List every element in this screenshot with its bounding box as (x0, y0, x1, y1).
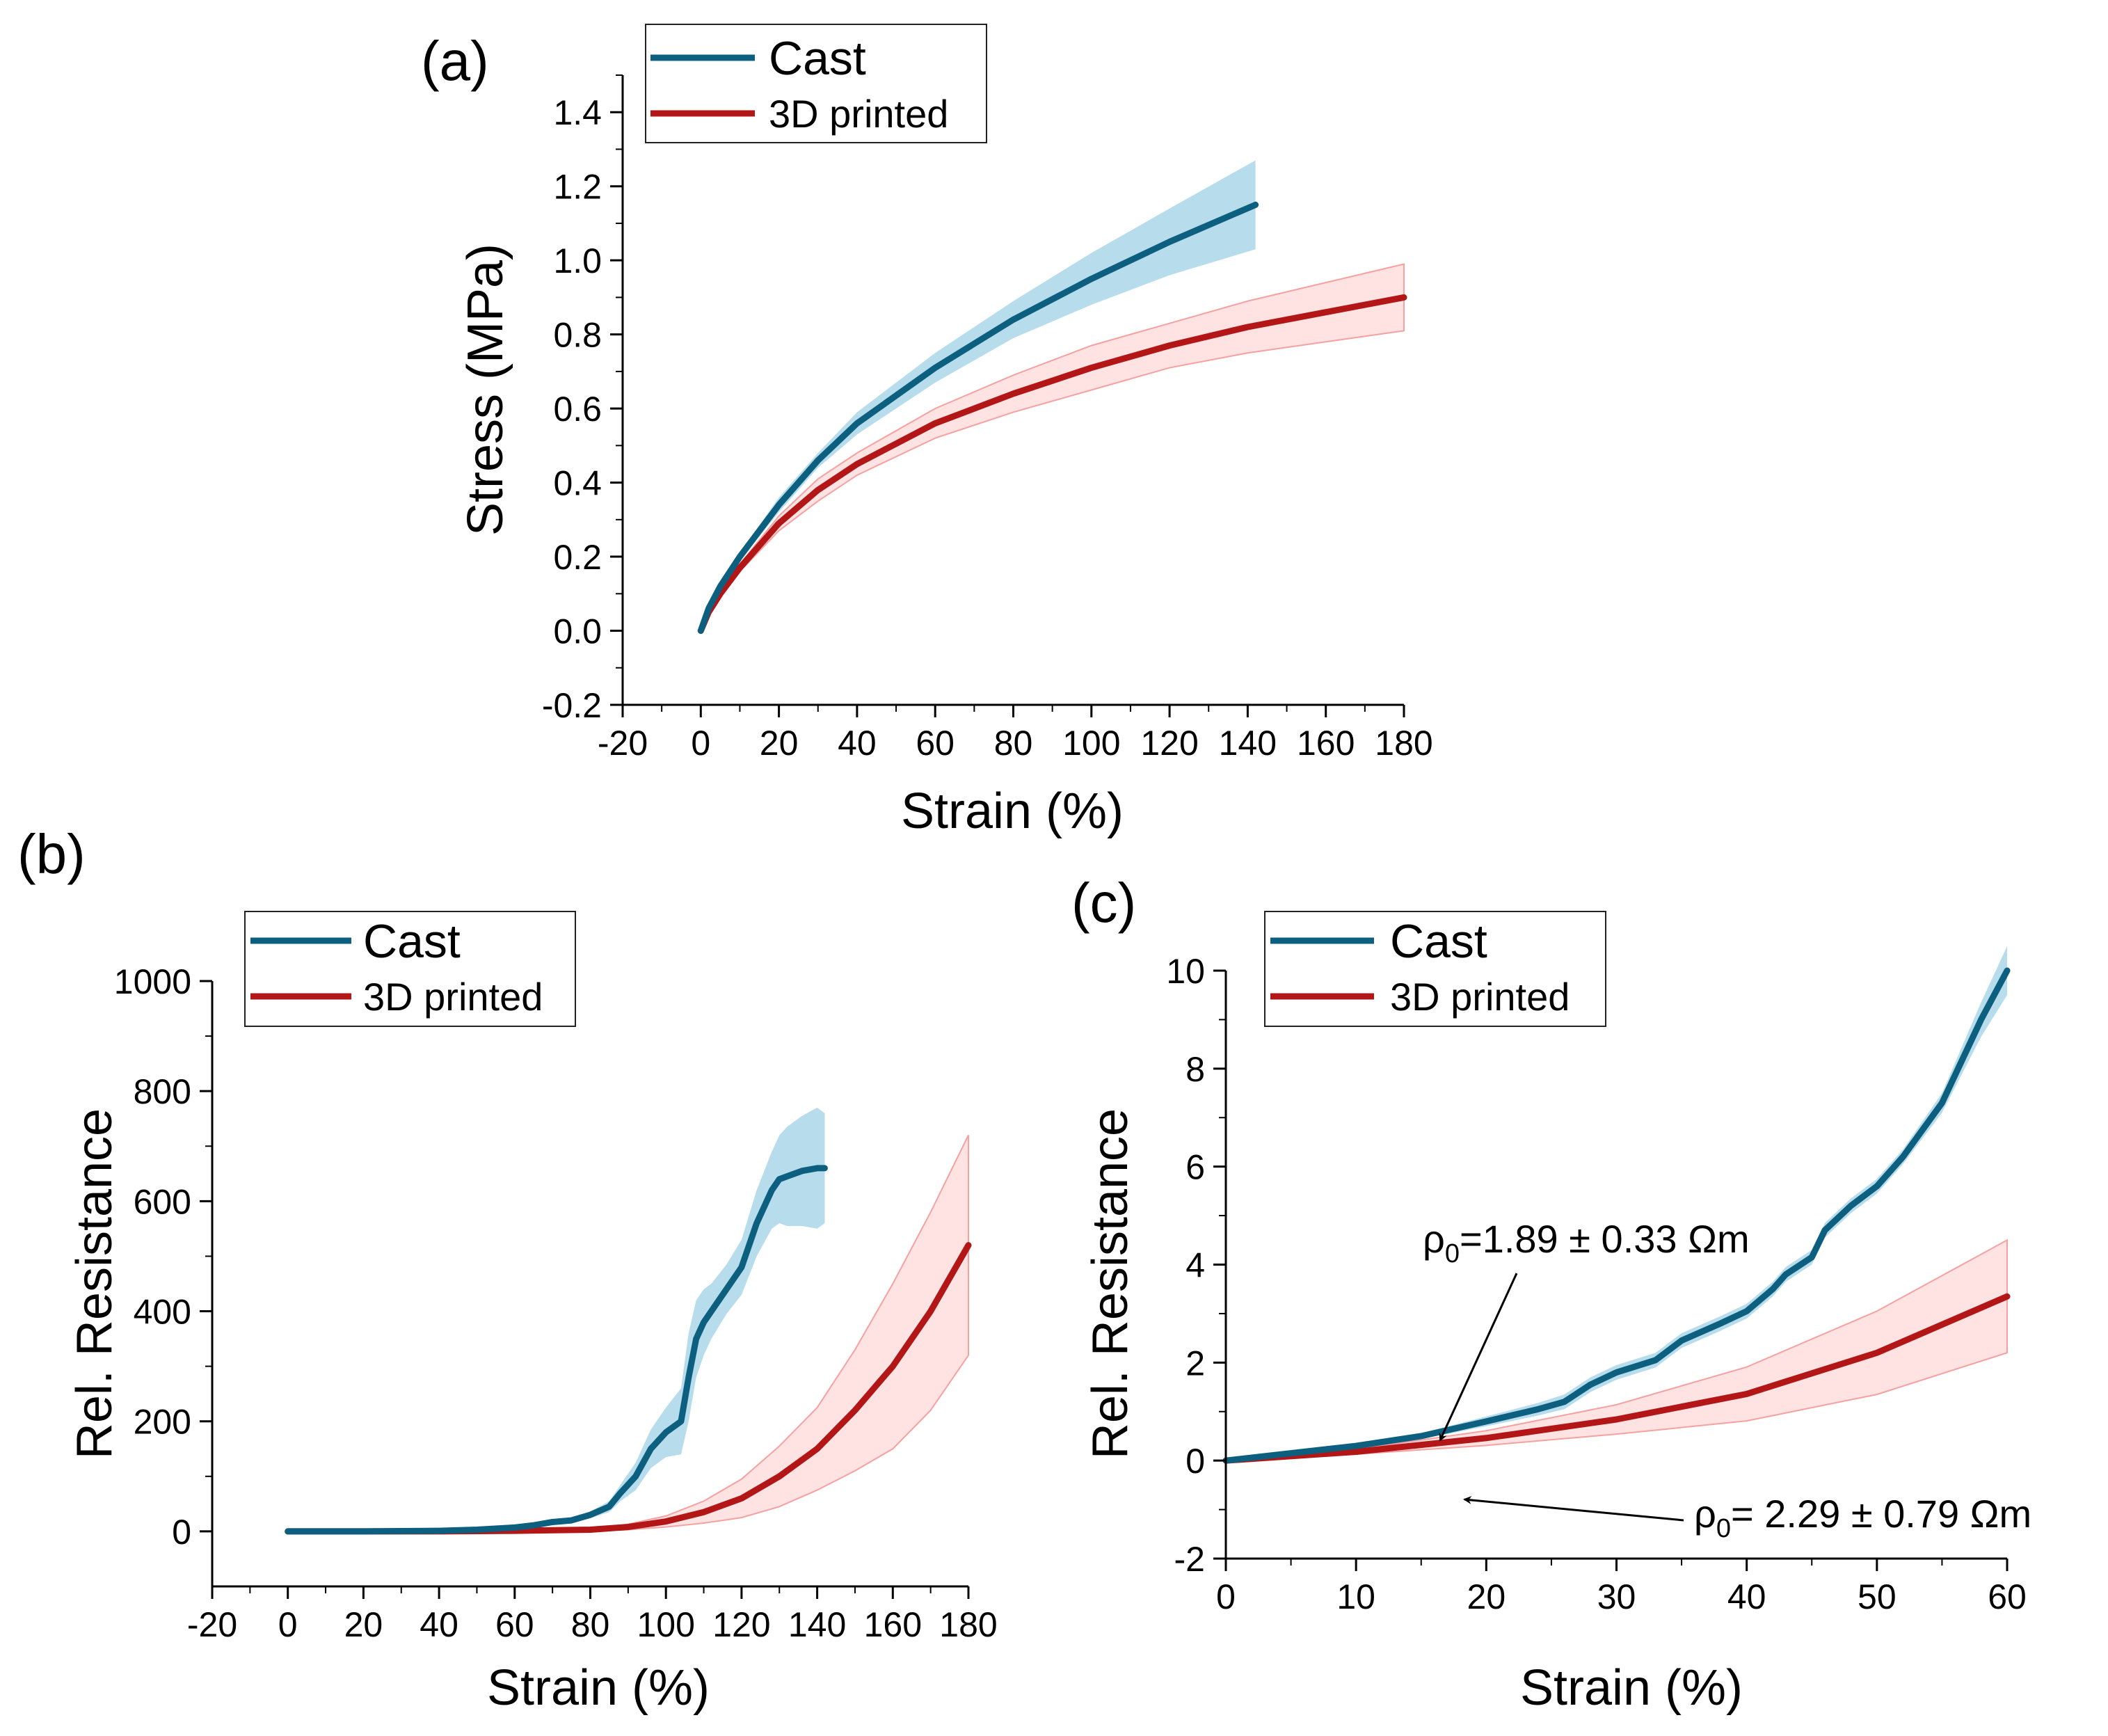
y-axis-title-c: Rel. Resistance (1083, 1108, 1138, 1459)
cast-series-line-c (1222, 967, 2011, 1464)
y-tick-label-a: 0.8 (553, 316, 602, 355)
y-tick-label-b: 800 (134, 1072, 191, 1111)
x-tick-label-c: 10 (1336, 1577, 1375, 1616)
y-tick-label-c: 4 (1185, 1246, 1205, 1285)
x-tick-label-b: 60 (495, 1605, 534, 1644)
x-tick-label-c: 40 (1727, 1577, 1766, 1616)
panel-a: (a) -20 0 20 40 60 80 100 120 140 160 180 -0.2 0.0 0.… (421, 24, 1433, 839)
x-tick-label-c: 20 (1467, 1577, 1506, 1616)
legend-label-printed-b: 3D printed (363, 975, 543, 1019)
x-tick-label-a: 180 (1375, 724, 1432, 763)
cast-error-band-b (287, 1107, 825, 1531)
x-tick-label-c: 0 (1216, 1577, 1236, 1616)
legend-a: Cast 3D printed (645, 24, 987, 143)
x-axis-title-c: Strain (%) (1520, 1660, 1743, 1716)
y-tick-label-c: 6 (1185, 1148, 1205, 1187)
annotation-cast-rho-text: ρ0=1.89 ± 0.33 Ωm (1423, 1217, 1750, 1268)
x-tick-label-a: 40 (838, 724, 877, 763)
printed-series-line-c (1222, 1293, 2011, 1464)
y-tick-label-c: 8 (1185, 1050, 1205, 1089)
cast-series-line-a (697, 201, 1259, 635)
legend-label-printed-a: 3D printed (769, 92, 948, 136)
y-tick-label-a: 0.0 (553, 612, 602, 651)
legend-label-cast-b: Cast (363, 915, 461, 968)
panel-c: (c) 0 10 20 30 40 50 60 -2 0 2 4 6 8 10 Strain (%) Re… (1071, 872, 2031, 1716)
x-axis-title-b: Strain (%) (487, 1660, 710, 1716)
x-tick-label-c: 30 (1597, 1577, 1636, 1616)
x-tick-label-b: 120 (712, 1605, 770, 1644)
printed-error-band-b (287, 1135, 969, 1532)
y-tick-label-b: 200 (134, 1403, 191, 1442)
x-tick-label-b: 100 (637, 1605, 694, 1644)
annotation-cast-rho: ρ0=1.89 ± 0.33 Ωm (1423, 1217, 1750, 1442)
panel-label-c: (c) (1071, 872, 1136, 934)
annotation-printed-rho: ρ0= 2.29 ± 0.79 Ωm (1463, 1492, 2031, 1543)
x-tick-label-b: 140 (788, 1605, 846, 1644)
y-axis-title-a: Stress (MPa) (458, 244, 513, 536)
x-tick-label-b: 0 (278, 1605, 298, 1644)
y-axis-title-b: Rel. Resistance (67, 1108, 122, 1459)
y-tick-label-a: 1.2 (553, 168, 602, 207)
x-tick-label-a: 120 (1140, 724, 1198, 763)
x-tick-label-b: 80 (571, 1605, 610, 1644)
annotation-printed-rho-text: ρ0= 2.29 ± 0.79 Ωm (1694, 1492, 2031, 1543)
legend-c: Cast 3D printed (1264, 911, 1606, 1027)
panel-b: (b) -20 0 20 40 60 80 100 120 140 160 180 0 200 400 60… (17, 823, 998, 1716)
y-tick-label-b: 0 (172, 1513, 191, 1552)
cast-error-band-a (701, 160, 1256, 631)
x-tick-label-b: 40 (420, 1605, 458, 1644)
y-tick-label-b: 400 (134, 1293, 191, 1332)
legend-box-a (645, 24, 987, 143)
x-tick-label-b: -20 (187, 1605, 237, 1644)
x-tick-label-a: 60 (916, 724, 955, 763)
x-tick-label-b: 20 (344, 1605, 383, 1644)
y-tick-label-c: 0 (1185, 1442, 1205, 1481)
legend-label-cast-a: Cast (769, 32, 866, 85)
panel-label-a: (a) (421, 30, 489, 92)
x-tick-label-b: 180 (939, 1605, 997, 1644)
legend-label-cast-c: Cast (1390, 915, 1487, 968)
annotation-printed-arrow (1463, 1495, 1684, 1522)
legend-box-c (1264, 911, 1606, 1027)
x-tick-label-a: 0 (691, 724, 710, 763)
legend-label-printed-c: 3D printed (1390, 975, 1570, 1019)
y-tick-label-c: -2 (1174, 1540, 1205, 1579)
y-tick-label-a: 0.2 (553, 538, 602, 577)
y-tick-label-c: 2 (1185, 1344, 1205, 1383)
x-tick-label-b: 160 (864, 1605, 922, 1644)
x-tick-label-c: 60 (1988, 1577, 2027, 1616)
y-tick-label-a: -0.2 (542, 686, 602, 725)
x-tick-label-c: 50 (1858, 1577, 1897, 1616)
x-tick-label-a: 80 (994, 724, 1033, 763)
legend-box-b (244, 911, 576, 1027)
y-tick-label-a: 1.4 (553, 93, 602, 132)
x-tick-label-a: 160 (1297, 724, 1355, 763)
printed-series-line-a (697, 294, 1407, 635)
y-tick-label-b: 1000 (114, 962, 191, 1001)
x-tick-label-a: 20 (760, 724, 799, 763)
y-tick-label-a: 0.4 (553, 464, 602, 503)
x-tick-label-a: -20 (598, 724, 648, 763)
x-tick-label-a: 140 (1219, 724, 1277, 763)
y-tick-label-c: 10 (1166, 952, 1205, 991)
x-axis-title-a: Strain (%) (901, 783, 1124, 839)
legend-b: Cast 3D printed (244, 911, 576, 1027)
y-tick-label-a: 0.6 (553, 390, 602, 429)
annotation-cast-arrow (1439, 1273, 1518, 1442)
panel-label-b: (b) (17, 823, 86, 885)
y-tick-label-a: 1.0 (553, 241, 602, 280)
y-tick-label-b: 600 (134, 1182, 191, 1221)
x-tick-label-a: 100 (1062, 724, 1120, 763)
cast-series-line-b (285, 1165, 828, 1535)
